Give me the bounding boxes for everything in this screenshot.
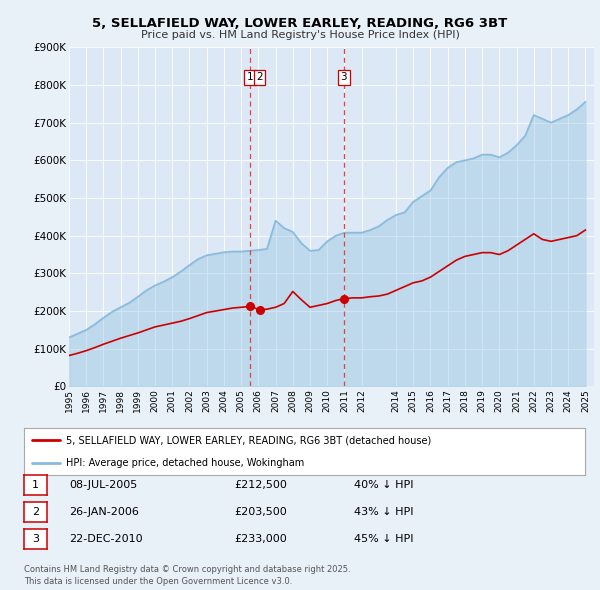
Text: 2: 2	[256, 73, 263, 83]
Text: 3: 3	[341, 73, 347, 83]
Text: £212,500: £212,500	[234, 480, 287, 490]
Text: 3: 3	[32, 535, 39, 544]
Text: £203,500: £203,500	[234, 507, 287, 517]
Text: 2: 2	[32, 507, 39, 517]
Text: 26-JAN-2006: 26-JAN-2006	[69, 507, 139, 517]
Text: 5, SELLAFIELD WAY, LOWER EARLEY, READING, RG6 3BT (detached house): 5, SELLAFIELD WAY, LOWER EARLEY, READING…	[66, 435, 431, 445]
Text: 1: 1	[32, 480, 39, 490]
Text: HPI: Average price, detached house, Wokingham: HPI: Average price, detached house, Woki…	[66, 458, 304, 468]
Text: 1: 1	[247, 73, 253, 83]
Text: 5, SELLAFIELD WAY, LOWER EARLEY, READING, RG6 3BT: 5, SELLAFIELD WAY, LOWER EARLEY, READING…	[92, 17, 508, 30]
Text: 22-DEC-2010: 22-DEC-2010	[69, 535, 143, 544]
Text: Contains HM Land Registry data © Crown copyright and database right 2025.
This d: Contains HM Land Registry data © Crown c…	[24, 565, 350, 586]
Text: £233,000: £233,000	[234, 535, 287, 544]
Text: Price paid vs. HM Land Registry's House Price Index (HPI): Price paid vs. HM Land Registry's House …	[140, 31, 460, 40]
Text: 08-JUL-2005: 08-JUL-2005	[69, 480, 137, 490]
Text: 40% ↓ HPI: 40% ↓ HPI	[354, 480, 413, 490]
Text: 43% ↓ HPI: 43% ↓ HPI	[354, 507, 413, 517]
Text: 45% ↓ HPI: 45% ↓ HPI	[354, 535, 413, 544]
